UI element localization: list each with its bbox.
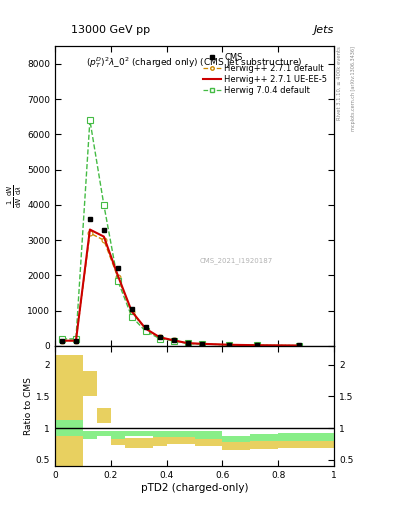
Text: Jets: Jets (314, 25, 334, 35)
Y-axis label: $\frac{1}{\mathrm{d}N}\,\frac{\mathrm{d}N}{\mathrm{d}\lambda}$: $\frac{1}{\mathrm{d}N}\,\frac{\mathrm{d}… (6, 184, 24, 208)
Text: CMS_2021_I1920187: CMS_2021_I1920187 (200, 257, 274, 264)
Y-axis label: Ratio to CMS: Ratio to CMS (24, 377, 33, 435)
Legend: CMS, Herwig++ 2.7.1 default, Herwig++ 2.7.1 UE-EE-5, Herwig 7.0.4 default: CMS, Herwig++ 2.7.1 default, Herwig++ 2.… (200, 50, 330, 97)
Text: 13000 GeV pp: 13000 GeV pp (71, 25, 150, 35)
X-axis label: pTD2 (charged-only): pTD2 (charged-only) (141, 482, 248, 493)
Text: mcplots.cern.ch [arXiv:1306.3436]: mcplots.cern.ch [arXiv:1306.3436] (351, 46, 356, 131)
Text: Rivet 3.1.10, ≥ 400k events: Rivet 3.1.10, ≥ 400k events (337, 46, 342, 120)
Text: $(p_T^D)^2\lambda\_0^2$ (charged only) (CMS jet substructure): $(p_T^D)^2\lambda\_0^2$ (charged only) (… (86, 55, 303, 70)
